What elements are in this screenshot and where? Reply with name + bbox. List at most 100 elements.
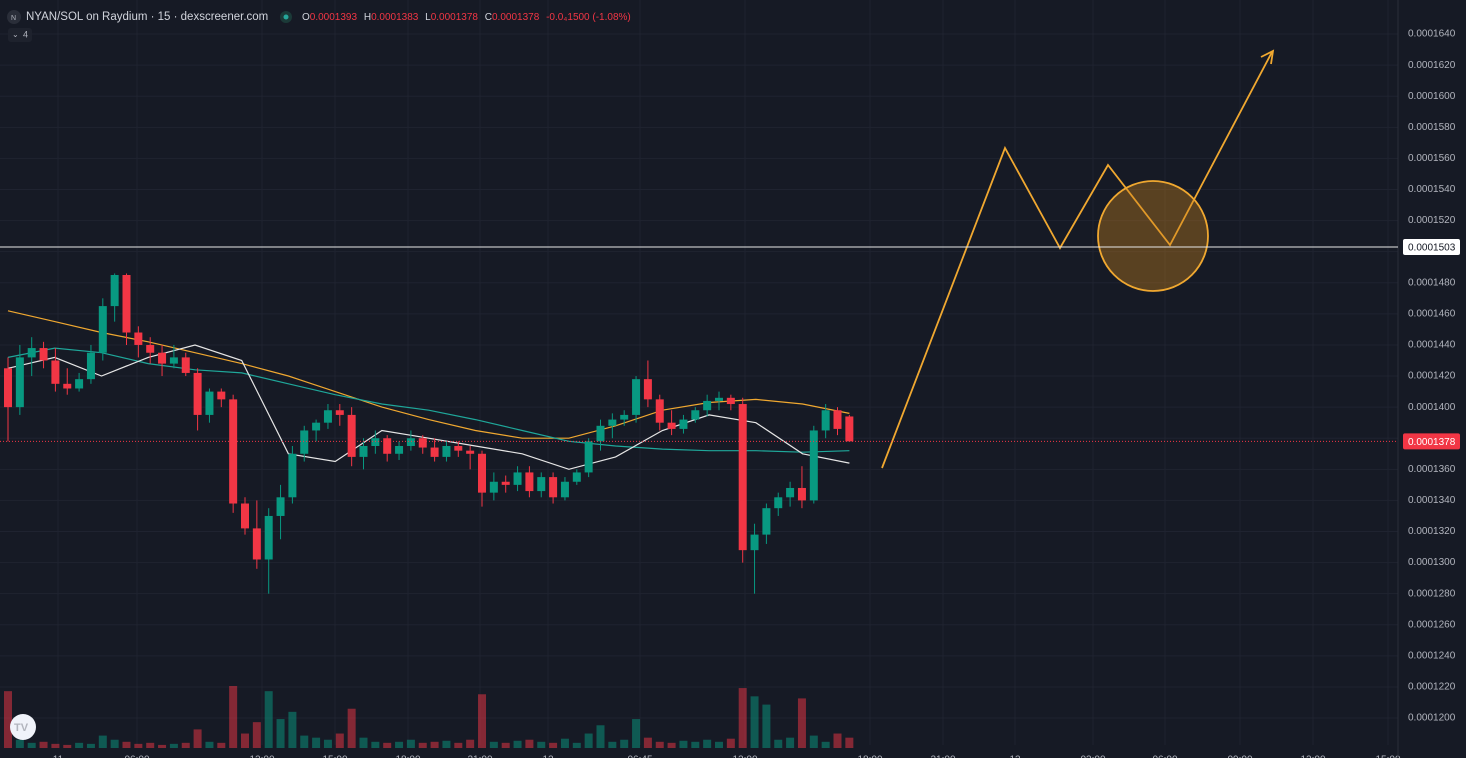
volume-bar [454,742,463,748]
candle-body [750,534,759,551]
candle-body [51,360,60,384]
volume-bar [715,741,723,748]
volume-bar [786,737,795,748]
y-tick-label: 0.0001520 [1408,215,1456,226]
candle-body [15,357,24,408]
x-tick-label: 12:00 [1300,755,1325,758]
volume-bar [584,733,593,748]
volume-bar [809,735,818,748]
candle-body [323,410,332,423]
indicators-chevron: ⌄ [12,30,19,39]
highlight-circle [1097,180,1209,292]
x-tick-label: 21:00 [467,755,492,758]
volume-bar [193,729,202,748]
candle-body [193,372,202,415]
candle-body [797,487,806,501]
y-tick-label: 0.0001280 [1408,588,1456,599]
volume-bar [395,741,404,748]
volume-bar [75,742,84,748]
hline-label: 0.0001503 [1408,243,1456,254]
candle-body [241,503,249,529]
volume-bar [466,739,475,748]
volume-bar [217,742,226,748]
candle-body [418,438,427,448]
symbol-title[interactable]: NYAN/SOL on Raydium · 15 · dexscreener.c… [26,11,268,23]
candle-body [335,410,344,415]
y-tick-label: 0.0001580 [1408,122,1456,133]
ohlc-value: 0.0001378 [431,12,479,23]
volume-bar [691,741,700,748]
candle-body [205,391,214,415]
candle-body [39,348,48,361]
volume-bar [359,737,368,748]
y-tick-label: 0.0001220 [1408,682,1456,693]
y-tick-label: 0.0001260 [1408,619,1456,630]
x-tick-label: 03:00 [1080,755,1105,758]
candle-body [655,399,664,423]
y-tick-label: 0.0001400 [1408,402,1456,413]
volume-bar [312,737,321,748]
candle-body [572,472,581,482]
volume-bar [679,740,688,748]
y-tick-label: 0.0001620 [1408,60,1456,71]
candle-body [845,416,854,442]
y-tick-label: 0.0001640 [1408,29,1456,40]
candle-body [703,400,712,411]
ohlc-value: 0.0001383 [371,12,419,23]
candle-body [560,481,569,498]
candle-body [549,477,558,498]
candle-body [738,404,747,551]
moving-average [7,347,850,453]
volume-bar [264,691,273,748]
volume-bar [845,737,854,748]
ohlc-key: L [425,12,431,23]
candle-body [679,419,688,429]
candle-body [383,438,392,454]
candle-body [525,472,534,492]
candle-body [513,472,522,485]
volume-bar [27,742,36,748]
ohlc-legend: O0.0001393 H0.0001383 L0.0001378 C0.0001… [302,12,631,23]
candle-body [181,357,190,373]
x-tick-label: 18:00 [395,755,420,758]
volume-bar [596,725,605,748]
volume-bar [478,694,486,748]
volume-bar [323,739,332,748]
x-tick-label: 18:00 [857,755,882,758]
candle-body [821,410,830,431]
last-price-box [1403,433,1460,450]
x-tick-label: 12:00 [732,755,757,758]
volume-bar [15,739,24,748]
indicators-toggle[interactable] [8,28,32,42]
tv-logo[interactable] [10,714,36,740]
volume-bar [63,744,72,748]
candle-body [4,368,12,408]
volume-bar [762,704,771,748]
candle-body [691,410,700,420]
volume-bar [134,743,143,748]
volume-bar [667,742,676,748]
volume-bar [51,743,60,748]
indicators-count: 4 [23,29,28,39]
volume-bar [98,735,107,748]
volume-bar [655,741,664,748]
volume-bar [513,740,522,748]
ohlc-key: C [485,12,492,23]
y-tick-label: 0.0001200 [1408,713,1456,724]
candle-body [276,497,285,516]
ohlc-value: 0.0001393 [310,12,358,23]
candle-body [786,487,795,498]
volume-bar [632,719,641,748]
volume-bar [797,698,806,748]
volume-bar [288,711,297,748]
projection-arrowhead [1260,49,1275,65]
candle-body [620,414,629,420]
volume-bar [821,741,830,748]
volume-bar [537,741,546,748]
candle-body [537,477,546,492]
volume-bar [418,742,427,748]
volume-bar [181,742,190,748]
candle-body [217,391,226,400]
candle-body [430,447,439,457]
symbol-icon[interactable] [7,10,21,24]
